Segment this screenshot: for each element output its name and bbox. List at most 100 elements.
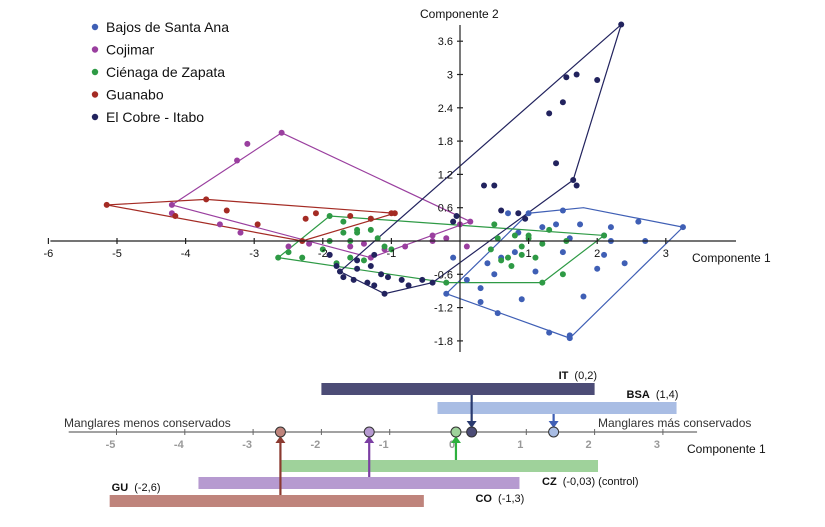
scatter-point bbox=[371, 282, 378, 289]
scatter-point bbox=[419, 276, 426, 283]
y-tick-label: 3.6 bbox=[438, 36, 453, 48]
scatter-point bbox=[378, 271, 385, 278]
scatter-point bbox=[336, 268, 343, 275]
scatter-point bbox=[505, 254, 512, 261]
scatter-point bbox=[511, 232, 518, 239]
scatter-point bbox=[573, 182, 580, 189]
range-bars bbox=[109, 383, 677, 507]
arrow-head bbox=[450, 436, 461, 443]
y-tick-label: 3 bbox=[447, 70, 453, 82]
scatter-point bbox=[402, 243, 409, 250]
scatter-point bbox=[563, 74, 570, 81]
scatter-point bbox=[103, 201, 110, 208]
legend-label: El Cobre - Itabo bbox=[106, 109, 204, 125]
bar-code: CO bbox=[475, 493, 492, 505]
mean-marker bbox=[274, 426, 286, 438]
y-tick-label: 1.8 bbox=[438, 136, 453, 148]
scatter-point bbox=[367, 262, 374, 269]
bottom-tick-label: 0 bbox=[449, 439, 455, 451]
legend-label: Bajos de Santa Ana bbox=[106, 19, 229, 35]
bar-value: (-0,03) (control) bbox=[560, 476, 639, 488]
bottom-tick-label: 1 bbox=[517, 439, 523, 451]
x-tick-label: -3 bbox=[249, 248, 259, 260]
x-tick-label: -2 bbox=[318, 248, 328, 260]
mean-marker bbox=[548, 426, 560, 438]
scatter-point bbox=[381, 243, 388, 250]
scatter-point bbox=[532, 254, 539, 261]
y-tick-label: -1.2 bbox=[434, 303, 453, 315]
y-axis-title: Componente 2 bbox=[420, 7, 499, 21]
range-bar-co bbox=[198, 477, 520, 489]
scatter-point bbox=[635, 218, 642, 225]
scatter-point bbox=[539, 224, 546, 231]
legend-label: Cojimar bbox=[106, 42, 155, 58]
scatter-point bbox=[518, 243, 525, 250]
bottom-tick-label: -2 bbox=[311, 439, 321, 451]
scatter-point bbox=[367, 215, 374, 222]
y-tick-label: -0.6 bbox=[434, 269, 453, 281]
bar-code: CZ bbox=[542, 476, 557, 488]
scatter-point bbox=[463, 276, 470, 283]
scatter-point bbox=[278, 129, 285, 136]
scatter-point bbox=[498, 257, 505, 264]
arrow-head bbox=[275, 436, 286, 443]
scatter-point bbox=[216, 221, 223, 228]
x-tick-label: 3 bbox=[663, 248, 669, 260]
bottom-axis-title: Componente 1 bbox=[687, 442, 766, 456]
scatter-point bbox=[494, 310, 501, 317]
bottom-tick-label: -1 bbox=[379, 439, 389, 451]
y-tick-label: 0.6 bbox=[438, 203, 453, 215]
bar-label-it: IT (0,2) bbox=[559, 370, 597, 382]
scatter-point bbox=[546, 226, 553, 233]
scatter-point bbox=[223, 207, 230, 214]
scatter-point bbox=[559, 99, 566, 106]
bar-value: (1,4) bbox=[653, 389, 679, 401]
scatter-point bbox=[391, 210, 398, 217]
range-bar-cz bbox=[280, 460, 599, 472]
scatter-point bbox=[450, 254, 457, 261]
hull-2 bbox=[277, 215, 606, 284]
x-tick-label: -5 bbox=[112, 248, 122, 260]
range-bar-it bbox=[321, 383, 595, 395]
bar-label-cz: CZ (-0,03) (control) bbox=[542, 476, 639, 488]
x-tick-label: -6 bbox=[44, 248, 54, 260]
scatter-point bbox=[168, 201, 175, 208]
range-bar-gu bbox=[109, 495, 424, 507]
bar-axis: -5 -4 -3 -2 -1 0 1 2 3 Manglares menos conservado… bbox=[64, 416, 766, 456]
x-tick-label: -4 bbox=[181, 248, 191, 260]
scatter-point bbox=[340, 274, 347, 281]
hull-3 bbox=[106, 198, 396, 242]
scatter-point bbox=[319, 246, 326, 253]
legend-marker bbox=[91, 68, 99, 76]
scatter-point bbox=[525, 210, 532, 217]
scatter-point bbox=[254, 221, 261, 228]
scatter-point bbox=[498, 207, 505, 214]
bottom-tick-label: 2 bbox=[586, 439, 592, 451]
scatter-point bbox=[525, 232, 532, 239]
bar-code: IT bbox=[559, 370, 569, 382]
scatter-point bbox=[539, 279, 546, 286]
scatter-point bbox=[285, 249, 292, 256]
scatter-point bbox=[312, 210, 319, 217]
scatter-point bbox=[347, 243, 354, 250]
scatter-point bbox=[577, 221, 584, 228]
scatter-point bbox=[234, 157, 241, 164]
scatter-point bbox=[522, 215, 529, 222]
scatter-axes: -6 -5 -4 -3 -2 -1 1 2 3 -1.8 -1.2 -0.6 0.6 1.2 1.8 2.4 3… bbox=[44, 7, 771, 352]
scatter-point bbox=[347, 254, 354, 261]
scatter-point bbox=[532, 268, 539, 275]
scatter-point bbox=[443, 290, 450, 297]
scatter-point bbox=[546, 329, 553, 336]
scatter-point bbox=[511, 249, 518, 256]
scatter-point bbox=[443, 279, 450, 286]
less-conserved-label: Manglares menos conservados bbox=[64, 416, 231, 430]
bar-code: GU bbox=[112, 482, 129, 494]
arrow-head bbox=[548, 421, 559, 428]
x-axis-title: Componente 1 bbox=[692, 251, 771, 265]
legend-marker bbox=[91, 91, 99, 98]
scatter-point bbox=[405, 282, 412, 289]
scatter-chart: -6 -5 -4 -3 -2 -1 1 2 3 -1.8 -1.2 -0.6 0.6 1.2 1.8 2.4 3… bbox=[44, 7, 771, 352]
scatter-point bbox=[354, 226, 361, 233]
hull-1 bbox=[171, 132, 472, 259]
